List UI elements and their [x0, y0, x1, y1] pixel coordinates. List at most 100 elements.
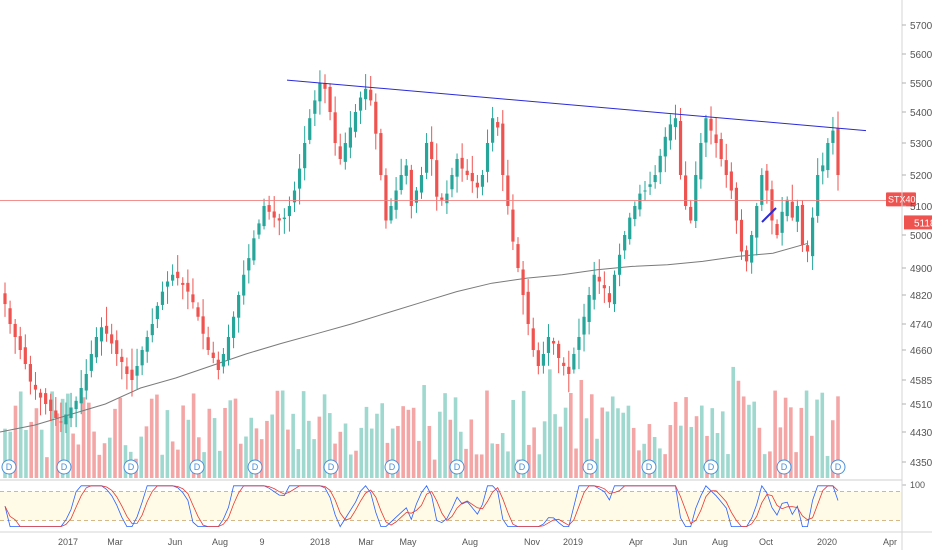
candle-body	[364, 88, 368, 100]
candle-body	[501, 123, 505, 175]
candle-body	[638, 193, 642, 210]
volume-bar	[92, 431, 96, 478]
volume-bar	[710, 408, 715, 478]
volume-bar	[720, 411, 725, 478]
dividend-marker-label: D	[519, 462, 526, 472]
candle-body	[567, 366, 571, 374]
candle-body	[201, 316, 205, 334]
volume-bar	[584, 418, 589, 478]
price-tick-label: 4820	[910, 291, 932, 302]
candle-body	[734, 187, 739, 221]
volume-bar	[726, 454, 730, 478]
dividend-marker-label: D	[328, 462, 335, 472]
candle-body	[348, 127, 352, 148]
volume-bar	[642, 443, 646, 478]
dividend-marker-label: D	[708, 462, 715, 472]
volume-bar	[548, 369, 552, 478]
candle-body	[303, 143, 307, 169]
candle-body	[831, 130, 835, 143]
volume-bar	[39, 429, 44, 478]
candle-body	[628, 217, 632, 240]
volume-bar	[673, 401, 678, 478]
symbol-tag-bg	[886, 192, 916, 207]
candle-body	[658, 155, 662, 173]
dividend-marker-label: D	[646, 462, 653, 472]
volume-bar	[155, 394, 159, 478]
candle-body	[729, 171, 733, 191]
volume-bar	[589, 394, 594, 478]
volume-bar	[600, 407, 605, 478]
volume-bar	[626, 405, 631, 478]
candle-body	[450, 175, 454, 190]
volume-bar	[658, 448, 662, 478]
volume-bar	[448, 419, 453, 478]
volume-bar	[8, 431, 13, 478]
volume-bar	[417, 440, 421, 478]
candle-body	[689, 206, 693, 221]
volume-bar	[689, 426, 694, 478]
candlestick-layer[interactable]	[3, 70, 840, 434]
price-tick-label: 4900	[910, 264, 932, 275]
candle-body	[206, 337, 210, 350]
volume-bar	[254, 428, 259, 478]
candle-body	[668, 124, 672, 141]
time-tick-label: 2018	[310, 537, 330, 547]
volume-bar	[458, 431, 463, 478]
volume-bar	[107, 437, 112, 478]
candle-body	[795, 206, 799, 222]
volume-bar	[684, 397, 688, 478]
time-tick-label: Nov	[524, 537, 541, 547]
volume-bar	[165, 410, 170, 478]
candle-body	[780, 211, 784, 233]
dividend-marker-label: D	[61, 462, 68, 472]
volume-bar	[553, 414, 557, 478]
volume-bar	[485, 390, 489, 478]
volume-bar	[747, 404, 751, 478]
candle-body	[237, 295, 241, 318]
volume-bar	[542, 421, 547, 478]
volume-bar	[768, 451, 772, 478]
oscillator-pane: 100	[0, 480, 925, 528]
candle-body	[328, 86, 332, 112]
candle-body	[277, 218, 281, 221]
dividend-marker	[323, 459, 339, 475]
time-tick-label: Apr	[629, 537, 643, 547]
candle-body	[760, 175, 764, 205]
dividend-marker-label: D	[835, 462, 842, 472]
volume-bar	[265, 420, 269, 478]
volume-bar	[280, 390, 285, 478]
candle-body	[3, 293, 7, 305]
volume-bar	[29, 421, 33, 478]
volume-bar	[60, 398, 65, 478]
candle-body	[79, 388, 83, 404]
volume-bar	[537, 454, 542, 478]
volume-bar	[228, 400, 233, 478]
volume-bar	[815, 399, 819, 478]
candle-body	[557, 343, 561, 358]
candle-body	[262, 206, 266, 227]
candle-body	[496, 122, 500, 128]
candle-body	[267, 205, 271, 212]
candle-body	[379, 133, 383, 175]
candle-body	[551, 340, 556, 344]
candle-body	[480, 175, 485, 187]
candle-body	[110, 334, 114, 344]
price-tick-label: 4350	[910, 458, 932, 469]
dividend-marker-label: D	[194, 462, 201, 472]
candle-body	[805, 245, 810, 252]
price-tick-label: 5500	[910, 79, 932, 90]
volume-bar	[369, 428, 374, 478]
candle-body	[74, 400, 78, 410]
volume-bar	[438, 411, 442, 478]
candle-body	[546, 337, 551, 353]
last-price-label: 5118	[914, 218, 932, 229]
volume-bar	[579, 379, 584, 478]
time-tick-label: Oct	[759, 537, 774, 547]
candle-body	[150, 324, 154, 336]
price-tick-label: 4585	[910, 376, 932, 387]
volume-bar	[34, 408, 39, 478]
candle-body	[836, 128, 840, 175]
volume-bar	[380, 403, 385, 478]
dividend-marker	[582, 459, 598, 475]
candle-body	[744, 250, 749, 262]
